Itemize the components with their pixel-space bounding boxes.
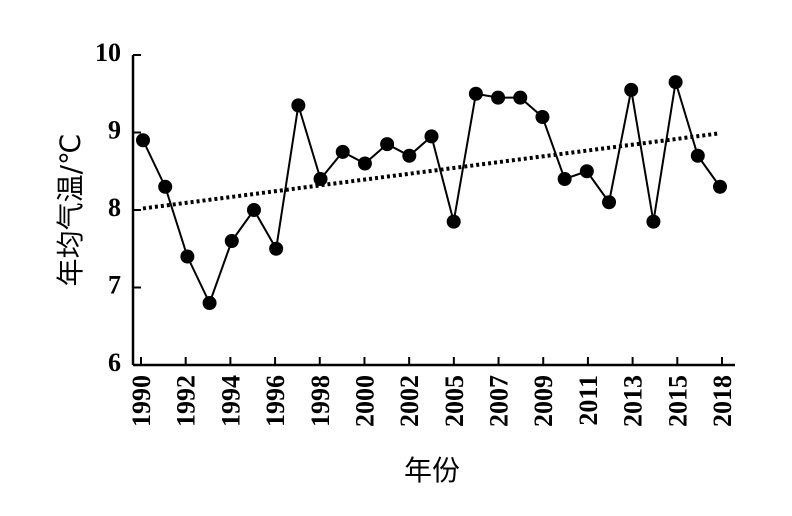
data-point (136, 133, 150, 148)
data-point (579, 164, 594, 179)
data-point (357, 156, 372, 171)
data-point (535, 110, 550, 124)
trend-series (142, 131, 721, 211)
x-tick-label: 2002 (395, 375, 424, 427)
x-axis-title: 年份 (404, 454, 460, 487)
x-tick-label: 2007 (485, 375, 514, 427)
data-point (513, 90, 528, 105)
data-point (424, 129, 439, 144)
y-tick-label: 10 (95, 38, 121, 67)
data-point (668, 75, 683, 90)
x-tick-label: 1992 (172, 375, 201, 427)
data-point (158, 179, 173, 194)
y-ticks: 6 7 8 9 10 (95, 38, 141, 377)
data-point (335, 144, 350, 159)
y-tick-label: 7 (108, 270, 121, 299)
x-tick-label: 2015 (663, 375, 692, 427)
x-tick-label: 1998 (306, 375, 335, 427)
data-point (291, 98, 306, 113)
series-line (142, 81, 721, 306)
data-point (690, 148, 705, 163)
x-tick-label: 2009 (529, 375, 558, 427)
temperature-series (136, 75, 727, 310)
x-tick-label: 2018 (708, 375, 737, 427)
y-axis-title: 年均气温/℃ (54, 134, 87, 287)
y-tick-label: 6 (108, 348, 121, 377)
data-point (224, 234, 239, 248)
x-tick-label: 1990 (127, 375, 156, 427)
x-ticks: 1990 1992 1994 1996 1998 2000 2002 2005 2007 2009… (127, 357, 737, 427)
x-tick-label: 2000 (350, 375, 379, 427)
data-point (646, 214, 661, 229)
data-point (602, 195, 617, 210)
x-tick-label: 2011 (574, 375, 603, 426)
y-tick-label: 9 (108, 115, 121, 144)
data-point (269, 241, 284, 256)
data-point (713, 179, 727, 194)
data-point (468, 86, 483, 101)
data-point (557, 172, 572, 186)
trend-line (142, 131, 721, 211)
data-point (491, 90, 506, 105)
data-point (624, 82, 639, 97)
data-point (246, 203, 261, 217)
data-point (180, 249, 195, 264)
x-tick-label: 2005 (440, 375, 469, 427)
data-point (446, 214, 461, 229)
x-tick-label: 1994 (216, 375, 245, 427)
axes (131, 55, 735, 367)
data-point (202, 296, 217, 310)
x-tick-label: 1996 (261, 375, 290, 427)
x-tick-label: 2013 (619, 375, 648, 427)
data-point (380, 137, 395, 152)
data-point (313, 172, 328, 186)
y-tick-label: 8 (108, 193, 121, 222)
data-point (402, 148, 417, 163)
